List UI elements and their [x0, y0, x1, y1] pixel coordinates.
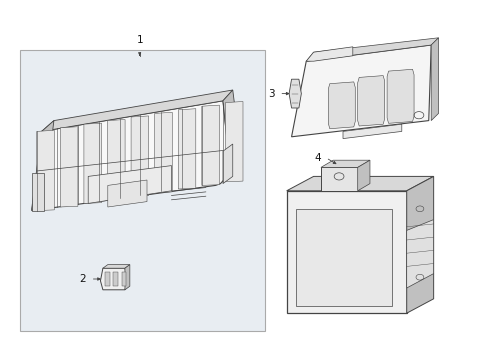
- Polygon shape: [387, 69, 414, 123]
- Polygon shape: [306, 38, 439, 61]
- Polygon shape: [84, 123, 101, 203]
- Polygon shape: [343, 124, 402, 139]
- Polygon shape: [131, 116, 148, 196]
- Polygon shape: [32, 121, 54, 211]
- Polygon shape: [108, 180, 147, 207]
- Polygon shape: [37, 130, 54, 211]
- Text: 4: 4: [314, 153, 321, 163]
- Polygon shape: [32, 101, 230, 211]
- Polygon shape: [287, 191, 407, 313]
- Polygon shape: [306, 47, 353, 61]
- Polygon shape: [223, 90, 243, 173]
- Polygon shape: [202, 105, 220, 185]
- Polygon shape: [107, 120, 125, 200]
- Bar: [113, 272, 118, 286]
- Polygon shape: [328, 82, 355, 129]
- Polygon shape: [431, 38, 439, 121]
- Polygon shape: [60, 127, 78, 207]
- Polygon shape: [358, 76, 385, 126]
- Polygon shape: [321, 167, 358, 191]
- Polygon shape: [100, 268, 127, 290]
- Bar: [105, 272, 110, 286]
- Polygon shape: [289, 79, 301, 108]
- Bar: [20, 50, 265, 331]
- Bar: [122, 272, 126, 286]
- Polygon shape: [296, 209, 392, 306]
- Polygon shape: [155, 112, 172, 193]
- Polygon shape: [223, 144, 233, 184]
- Polygon shape: [88, 166, 172, 203]
- Polygon shape: [358, 160, 370, 191]
- Polygon shape: [42, 90, 233, 131]
- Text: 1: 1: [136, 35, 143, 45]
- Polygon shape: [407, 220, 434, 288]
- Polygon shape: [103, 265, 130, 268]
- Polygon shape: [407, 176, 434, 313]
- Polygon shape: [292, 45, 431, 137]
- Polygon shape: [32, 173, 44, 211]
- Polygon shape: [287, 176, 434, 191]
- Polygon shape: [125, 265, 130, 290]
- Text: 2: 2: [79, 274, 86, 284]
- Polygon shape: [321, 160, 370, 167]
- Text: 3: 3: [268, 89, 274, 99]
- Polygon shape: [178, 109, 196, 189]
- Polygon shape: [225, 102, 243, 182]
